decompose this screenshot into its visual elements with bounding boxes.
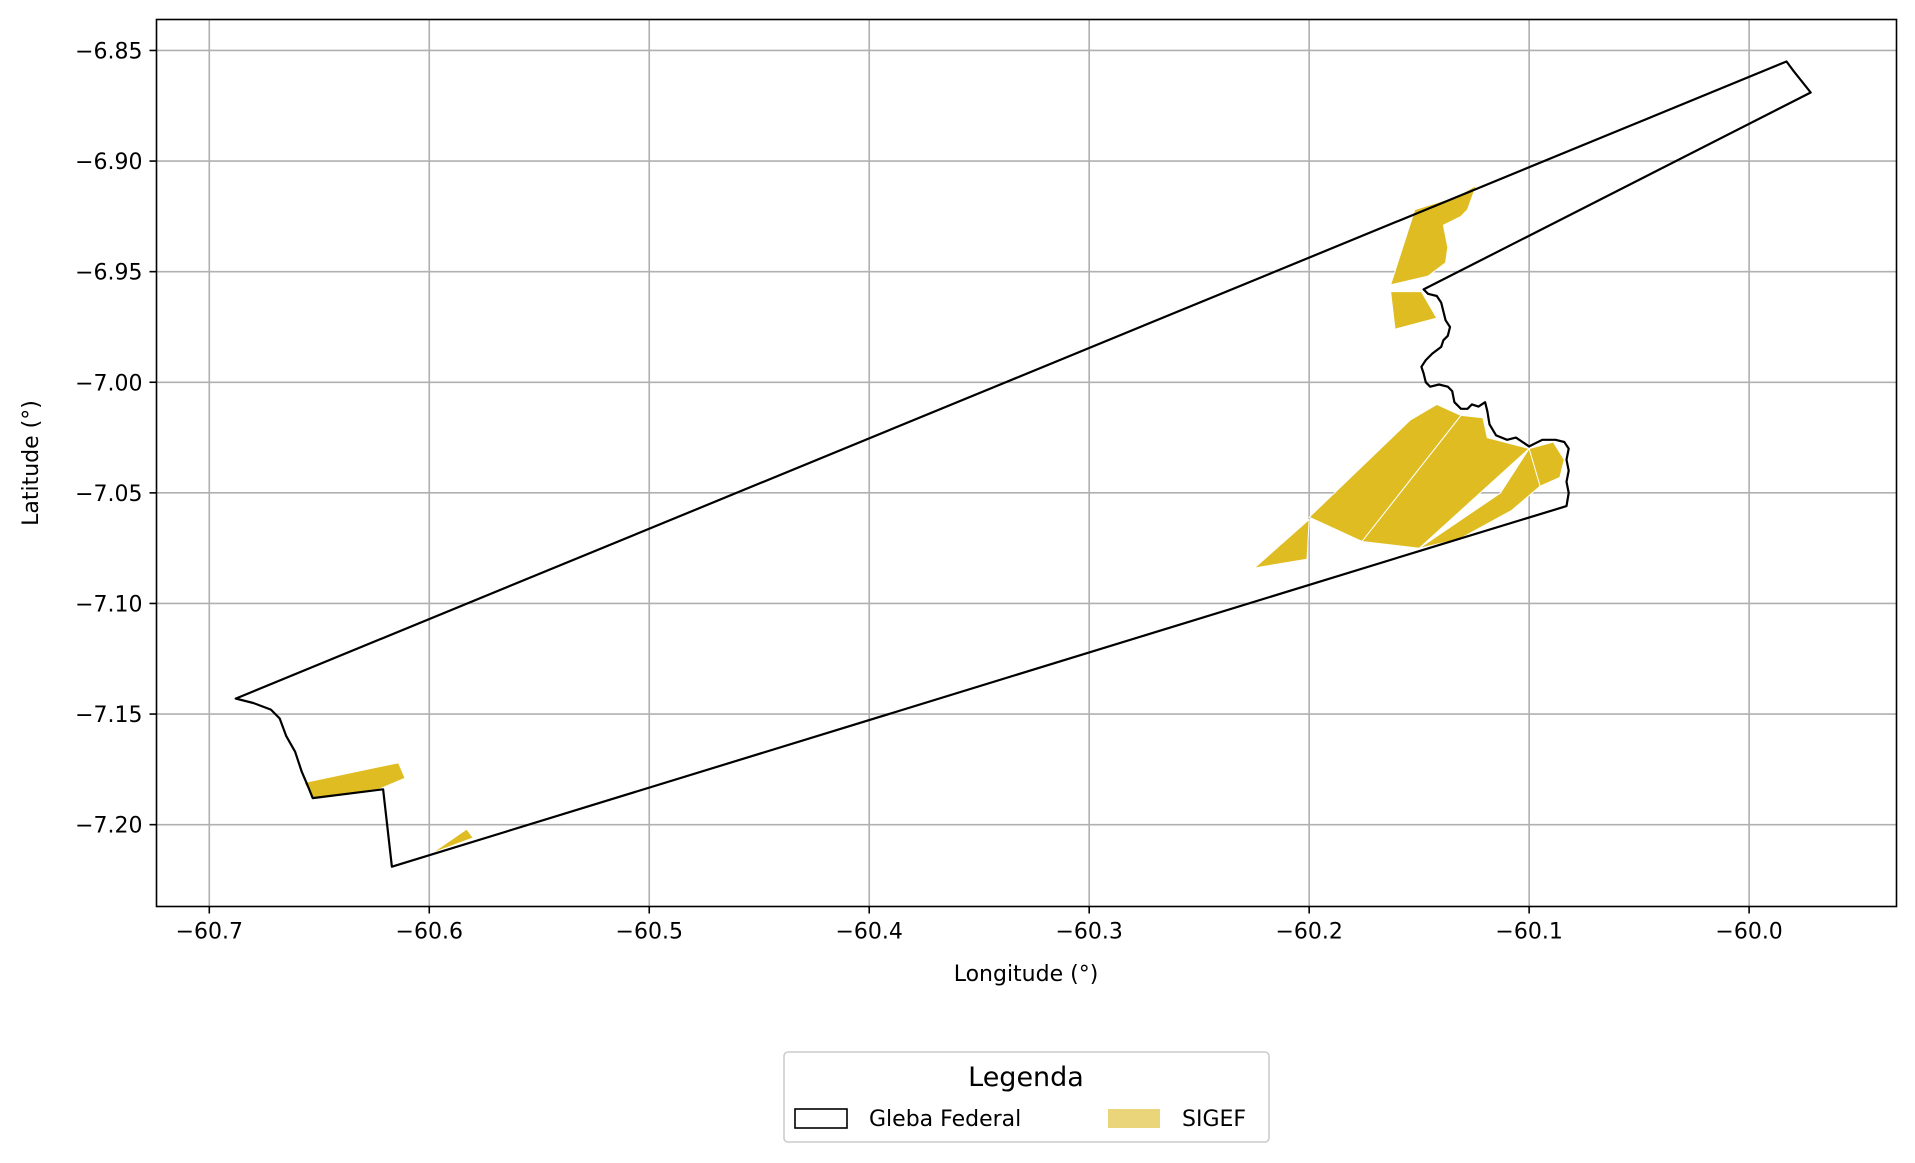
gridlines (156, 19, 1897, 907)
sigef-layer (303, 184, 1565, 854)
legend-swatch-gleba-federal (794, 1108, 848, 1129)
tick-label-y: −7.20 (75, 814, 142, 839)
sigef-parcel (431, 828, 474, 854)
tick-label-x: −60.0 (1715, 920, 1782, 945)
tick-label-x: −60.5 (616, 920, 683, 945)
gleba-federal-boundary (234, 60, 1812, 868)
legend-swatch-sigef (1108, 1109, 1160, 1128)
legend-label-sigef: SIGEF (1182, 1107, 1246, 1132)
tick-label-y: −7.15 (75, 703, 142, 728)
tick-label-x: −60.4 (836, 920, 903, 945)
sigef-parcel (1390, 291, 1438, 330)
plot-background (156, 19, 1897, 907)
legend-title: Legenda (968, 1062, 1084, 1093)
sigef-parcel (1253, 518, 1310, 569)
tick-label-x: −60.2 (1275, 920, 1342, 945)
tick-label-x: −60.6 (396, 920, 463, 945)
x-axis-label: Longitude (°) (954, 962, 1099, 987)
tick-label-x: −60.7 (176, 920, 243, 945)
gleba-federal-layer (234, 60, 1812, 868)
plot-frame (155, 18, 1898, 908)
sigef-parcel (1390, 184, 1477, 286)
sigef-parcel (1308, 403, 1462, 542)
y-axis-label: Latitude (°) (19, 400, 44, 526)
tick-label-y: −7.05 (75, 482, 142, 507)
tick-label-y: −7.10 (75, 592, 142, 617)
tick-label-y: −6.95 (75, 261, 142, 286)
tick-label-y: −6.90 (75, 150, 142, 175)
tick-label-x: −60.1 (1495, 920, 1562, 945)
tick-label-y: −6.85 (75, 39, 142, 64)
legend-label-gleba-federal: Gleba Federal (869, 1107, 1021, 1132)
axis-ticks: −60.7 −60.6 −60.5 −60.4 −60.3 −60.2 −60.1 −60.0… (75, 39, 1783, 944)
tick-label-y: −7.00 (75, 371, 142, 396)
sigef-parcel (1528, 441, 1565, 487)
tick-label-x: −60.3 (1055, 920, 1122, 945)
legend: Legenda Gleba Federal SIGEF (783, 1051, 1270, 1143)
